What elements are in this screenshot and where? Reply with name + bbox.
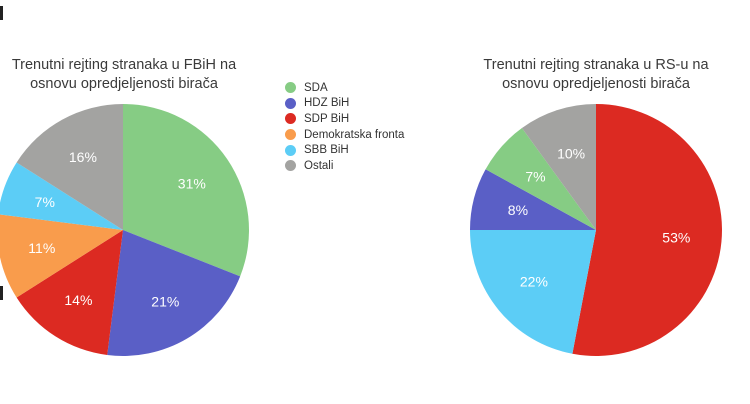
chart-title-rs: Trenutni rejting stranaka u RS-u na osno… <box>456 56 736 94</box>
pie-slice-sda <box>123 104 249 277</box>
slice-label: 7% <box>35 194 55 210</box>
chart-title-line: osnovu opredjeljenosti birača <box>502 76 690 92</box>
pie-slice-ostali <box>16 103 123 230</box>
pie-slice-ostali <box>521 104 596 230</box>
pie-slice-sdp-bih <box>16 230 123 356</box>
legend-item: HDZ BiH <box>285 96 404 112</box>
legend-swatch <box>285 160 296 172</box>
edge-mark <box>0 286 3 300</box>
pie-0: 31% 21% 14% 11% 7% 16% <box>0 103 249 357</box>
legend-item: Demokratska fronta <box>285 127 404 143</box>
chart-title-line: Trenutni rejting stranaka u FBiH na <box>11 57 237 73</box>
pie-slice-sdp-bih <box>572 104 722 356</box>
pie-slice-hdz-bih <box>107 230 241 357</box>
legend-label: SDP BiH <box>304 112 350 125</box>
legend-swatch <box>285 129 296 141</box>
slice-label: 10% <box>557 145 585 161</box>
slice-label: 31% <box>178 175 206 191</box>
legend-item: SDP BiH <box>285 111 404 127</box>
legend-item: SDA <box>285 80 404 96</box>
legend-label: HDZ BiH <box>304 97 350 110</box>
legend: SDA HDZ BiH SDP BiH Demokratska fronta SBB B… <box>285 80 404 174</box>
slice-label: 11% <box>28 240 55 256</box>
pie-slice-sda <box>485 128 596 230</box>
pie-slice-hdz-bih <box>470 169 596 230</box>
legend-swatch <box>285 113 296 125</box>
slice-label: 21% <box>151 294 179 310</box>
chart-title-fbih: Trenutni rejting stranaka u FBiH na osno… <box>0 56 264 94</box>
slice-label: 8% <box>508 202 528 218</box>
slice-label: 7% <box>525 169 545 185</box>
slice-label: 16% <box>69 149 97 165</box>
pie-slice-demokratska-fronta <box>0 214 123 298</box>
legend-item: Ostali <box>285 158 404 174</box>
legend-swatch <box>285 97 296 109</box>
legend-item: SBB BiH <box>285 142 404 158</box>
edge-mark <box>0 6 3 20</box>
legend-label: SBB BiH <box>304 144 349 157</box>
legend-label: Demokratska fronta <box>304 128 405 141</box>
slice-label: 14% <box>64 292 92 308</box>
pie-1: 53% 22% 8% 7% 10% <box>470 104 722 356</box>
pie-slice-sbb-bih <box>470 230 596 354</box>
legend-swatch <box>285 82 296 94</box>
slice-label: 53% <box>662 230 690 246</box>
legend-label: Ostali <box>304 159 334 172</box>
legend-label: SDA <box>304 81 328 94</box>
chart-title-line: osnovu opredjeljenosti birača <box>30 76 218 92</box>
legend-swatch <box>285 144 296 156</box>
slice-label: 22% <box>520 273 548 289</box>
pie-slice-sbb-bih <box>0 162 123 230</box>
chart-title-line: Trenutni rejting stranaka u RS-u na <box>483 57 709 73</box>
